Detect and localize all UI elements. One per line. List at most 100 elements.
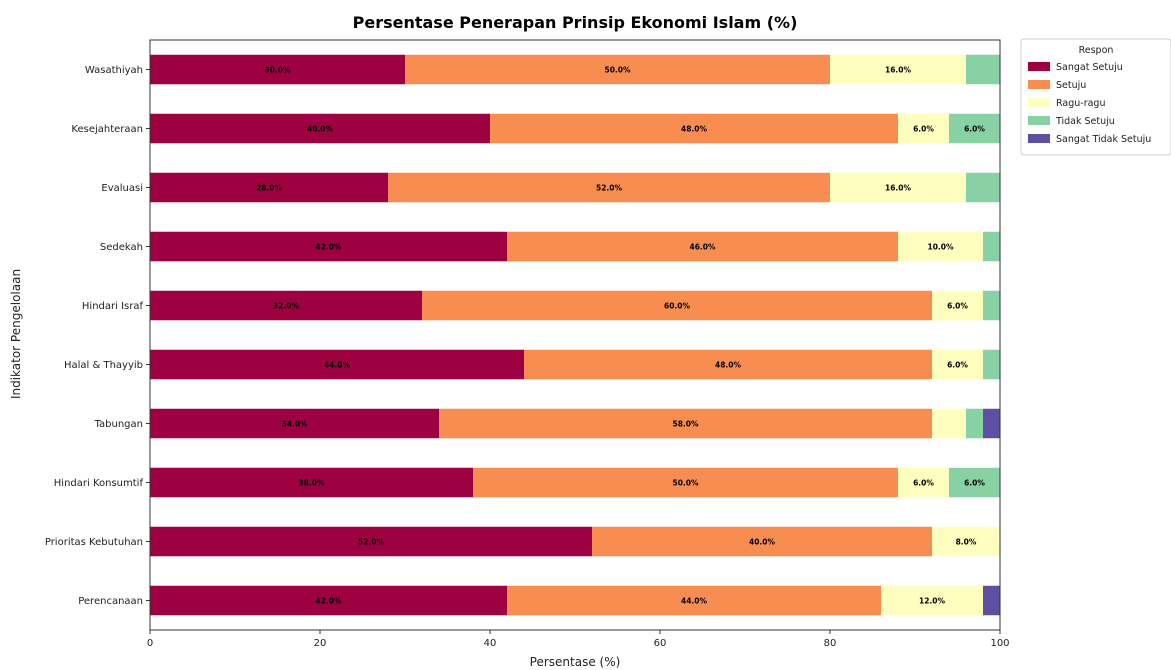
bar-segment	[932, 526, 1000, 557]
bar-data-label: 44.0%	[681, 597, 708, 606]
bar-data-label: 8.0%	[956, 538, 977, 547]
bar-segment	[150, 467, 473, 498]
bar-data-label: 6.0%	[913, 125, 934, 134]
bar-segment	[150, 290, 422, 321]
x-tick-label: 20	[314, 638, 327, 649]
bar-data-label: 60.0%	[664, 302, 691, 311]
bar-segment	[150, 231, 507, 262]
bar-segment	[966, 408, 983, 439]
bar-data-label: 6.0%	[947, 302, 968, 311]
bar-segment	[592, 526, 932, 557]
bar-segment	[983, 408, 1000, 439]
legend-swatch	[1028, 98, 1050, 107]
bar-segment	[966, 172, 1000, 203]
bar-segment	[150, 526, 592, 557]
bar-segment	[507, 585, 881, 616]
legend-entry: Tidak Setuju	[1055, 116, 1115, 127]
bar-data-label: 50.0%	[672, 479, 699, 488]
x-axis-label: Persentase (%)	[530, 655, 621, 669]
x-tick-label: 40	[484, 638, 497, 649]
bar-data-label: 12.0%	[919, 597, 946, 606]
category-label: Halal & Thayyib	[64, 360, 143, 371]
x-tick-label: 0	[147, 638, 153, 649]
category-label: Wasathiyah	[85, 65, 143, 76]
bar-segment	[983, 349, 1000, 380]
category-label: Perencanaan	[78, 596, 143, 607]
plot-frame	[149, 39, 1001, 631]
bars-layer: 30.0% 50.0% 16.0% 40.0% 48.0% 6.0% 6.0% 28.0% 52…	[150, 54, 1000, 616]
bar-data-label: 6.0%	[964, 479, 985, 488]
bar-segment	[507, 231, 898, 262]
legend-swatch	[1028, 134, 1050, 143]
legend-entry: Ragu-ragu	[1056, 98, 1105, 109]
bar-segment	[830, 54, 966, 85]
legend-swatch	[1028, 80, 1050, 89]
bar-data-label: 40.0%	[749, 538, 776, 547]
category-label: Evaluasi	[101, 183, 143, 194]
bar-segment	[388, 172, 830, 203]
category-label: Kesejahteraan	[71, 124, 143, 135]
bar-data-label: 30.0%	[264, 66, 291, 75]
bar-segment	[150, 54, 405, 85]
bar-segment	[150, 349, 524, 380]
bar-segment	[932, 408, 966, 439]
category-label: Sedekah	[100, 242, 143, 253]
bar-segment	[898, 467, 949, 498]
bar-segment	[949, 113, 1000, 144]
legend-entry: Sangat Setuju	[1056, 62, 1123, 73]
category-label: Tabungan	[94, 419, 143, 430]
bar-data-label: 32.0%	[273, 302, 300, 311]
bar-segment	[439, 408, 932, 439]
x-tick-label: 100	[990, 638, 1009, 649]
bar-data-label: 16.0%	[885, 184, 912, 193]
bar-data-label: 10.0%	[927, 243, 954, 252]
bar-data-label: 44.0%	[324, 361, 351, 370]
bar-segment	[422, 290, 932, 321]
bar-data-label: 34.0%	[281, 420, 308, 429]
bar-data-label: 38.0%	[298, 479, 325, 488]
bar-segment	[524, 349, 932, 380]
bar-segment	[150, 585, 507, 616]
legend-swatch	[1028, 62, 1050, 71]
bar-segment	[966, 54, 1000, 85]
bar-data-label: 46.0%	[689, 243, 716, 252]
legend: Respon Sangat Setuju Setuju Ragu-ragu Tidak…	[1020, 38, 1171, 156]
bar-data-label: 52.0%	[596, 184, 623, 193]
bar-segment	[983, 585, 1000, 616]
bar-data-label: 16.0%	[885, 66, 912, 75]
axes-layer: Wasathiyah Kesejahteraan Evaluasi Sedekah Hi…	[45, 39, 1010, 649]
bar-segment	[473, 467, 898, 498]
bar-data-label: 40.0%	[307, 125, 334, 134]
bar-data-label: 6.0%	[964, 125, 985, 134]
legend-entry: Setuju	[1056, 80, 1086, 91]
legend-swatch	[1028, 116, 1050, 125]
chart-title: Persentase Penerapan Prinsip Ekonomi Isl…	[353, 13, 798, 32]
y-axis-label: Indikator Pengelolaan	[9, 269, 23, 399]
bar-data-label: 48.0%	[715, 361, 742, 370]
bar-data-label: 42.0%	[315, 597, 342, 606]
legend-entry: Sangat Tidak Setuju	[1056, 134, 1151, 145]
bar-data-label: 42.0%	[315, 243, 342, 252]
bar-segment	[150, 113, 490, 144]
bar-data-label: 6.0%	[947, 361, 968, 370]
bar-segment	[983, 231, 1000, 262]
bar-segment	[405, 54, 830, 85]
bar-data-label: 6.0%	[913, 479, 934, 488]
bar-data-label: 28.0%	[256, 184, 283, 193]
bar-segment	[150, 172, 388, 203]
bar-data-label: 50.0%	[604, 66, 631, 75]
bar-segment	[490, 113, 898, 144]
legend-title: Respon	[1079, 45, 1114, 56]
category-label: Hindari Konsumtif	[54, 478, 144, 489]
category-label: Prioritas Kebutuhan	[45, 537, 143, 548]
bar-segment	[932, 290, 983, 321]
category-label: Hindari Israf	[82, 301, 144, 312]
bar-segment	[898, 113, 949, 144]
bar-segment	[983, 290, 1000, 321]
bar-segment	[881, 585, 983, 616]
legend-frame	[1020, 38, 1171, 156]
x-tick-label: 60	[654, 638, 667, 649]
bar-segment	[150, 408, 439, 439]
